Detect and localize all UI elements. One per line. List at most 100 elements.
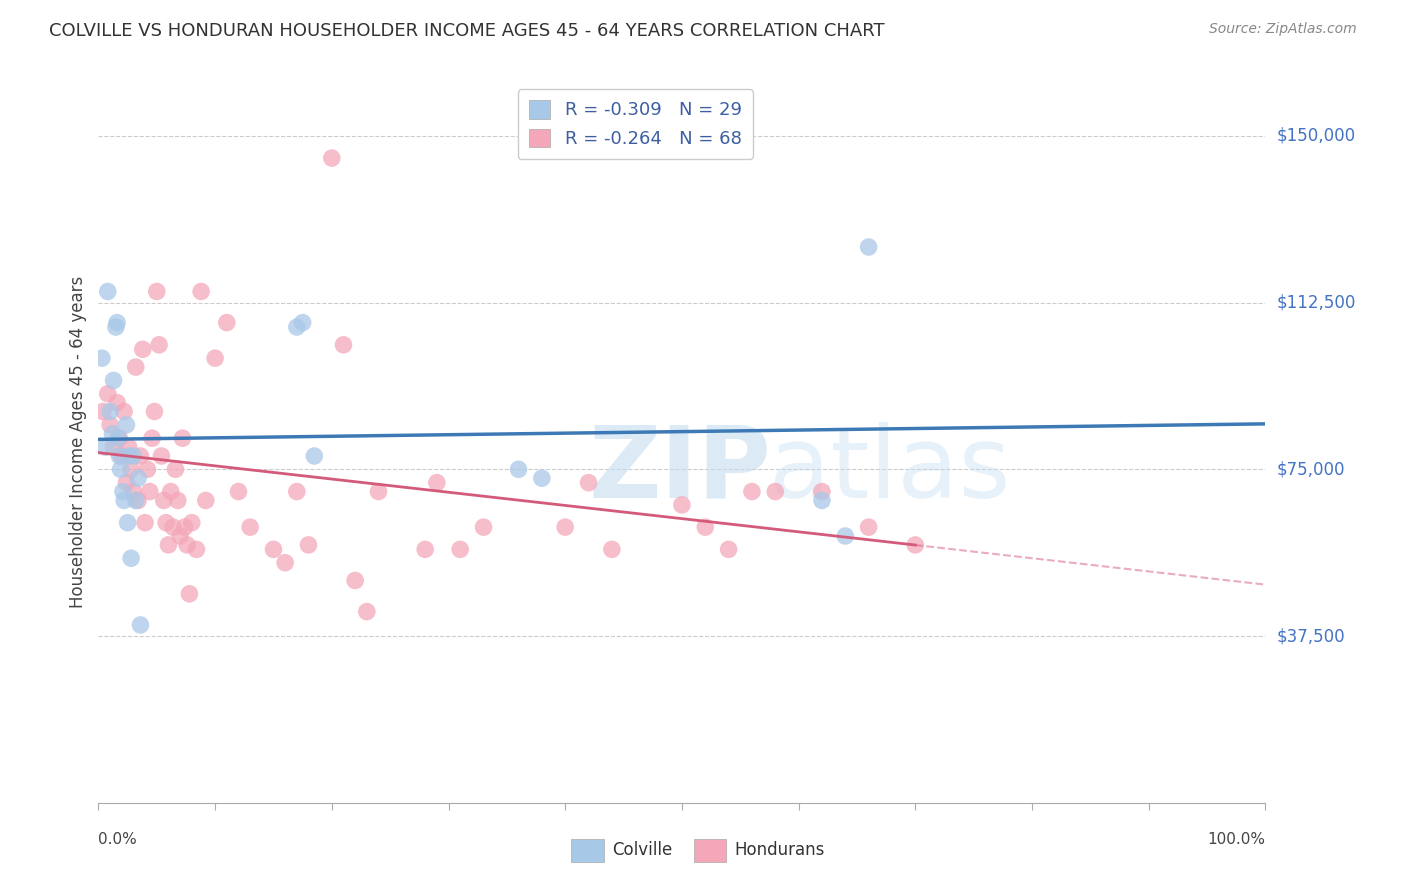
Point — [155, 516, 177, 530]
Point — [262, 542, 284, 557]
Point — [108, 449, 131, 463]
Point — [111, 484, 134, 499]
Point — [741, 484, 763, 499]
Point — [103, 373, 125, 387]
Legend: R = -0.309   N = 29, R = -0.264   N = 68: R = -0.309 N = 29, R = -0.264 N = 68 — [517, 89, 752, 159]
Point — [157, 538, 180, 552]
Text: Colville: Colville — [612, 841, 672, 860]
Text: Hondurans: Hondurans — [734, 841, 825, 860]
Text: Source: ZipAtlas.com: Source: ZipAtlas.com — [1209, 22, 1357, 37]
Point — [112, 404, 135, 418]
Point — [858, 520, 880, 534]
Point — [530, 471, 553, 485]
Point — [858, 240, 880, 254]
Point — [125, 360, 148, 375]
Text: $37,500: $37,500 — [1277, 627, 1346, 645]
Point — [110, 462, 132, 476]
Point — [578, 475, 600, 490]
Text: $75,000: $75,000 — [1277, 460, 1346, 478]
Point — [98, 404, 121, 418]
Text: ZIP: ZIP — [589, 422, 772, 519]
Point — [508, 462, 530, 476]
Point — [134, 516, 156, 530]
Point — [129, 618, 152, 632]
Point — [122, 449, 145, 463]
Text: 0.0%: 0.0% — [98, 831, 138, 847]
Point — [186, 542, 208, 557]
Point — [554, 520, 576, 534]
Point — [141, 431, 163, 445]
Text: $112,500: $112,500 — [1277, 293, 1355, 311]
Point — [159, 484, 181, 499]
Text: atlas: atlas — [769, 422, 1011, 519]
Point — [101, 426, 124, 441]
Point — [108, 431, 131, 445]
Point — [190, 285, 212, 299]
Point — [285, 484, 308, 499]
Point — [204, 351, 226, 366]
Point — [127, 471, 149, 485]
Point — [717, 542, 740, 557]
FancyBboxPatch shape — [693, 838, 727, 862]
Y-axis label: Householder Income Ages 45 - 64 years: Householder Income Ages 45 - 64 years — [69, 276, 87, 607]
Point — [166, 493, 188, 508]
Point — [173, 520, 195, 534]
Point — [169, 529, 191, 543]
Point — [90, 351, 112, 366]
Point — [103, 440, 125, 454]
Point — [148, 338, 170, 352]
Point — [139, 484, 162, 499]
Point — [152, 493, 174, 508]
Point — [426, 475, 449, 490]
Point — [118, 449, 141, 463]
Point — [94, 440, 117, 454]
Point — [811, 484, 834, 499]
Point — [120, 551, 142, 566]
Point — [449, 542, 471, 557]
Point — [125, 493, 148, 508]
Point — [321, 151, 343, 165]
Point — [600, 542, 623, 557]
Point — [811, 493, 834, 508]
Point — [98, 417, 121, 432]
Point — [115, 475, 138, 490]
Point — [904, 538, 927, 552]
Point — [671, 498, 693, 512]
Point — [695, 520, 717, 534]
Point — [129, 449, 152, 463]
Text: $150,000: $150,000 — [1277, 127, 1355, 145]
Point — [194, 493, 217, 508]
Point — [215, 316, 238, 330]
Point — [111, 449, 134, 463]
Point — [274, 556, 297, 570]
Point — [165, 462, 187, 476]
Point — [344, 574, 367, 588]
Point — [304, 449, 326, 463]
Point — [104, 320, 127, 334]
Point — [239, 520, 262, 534]
Point — [834, 529, 856, 543]
Point — [91, 404, 114, 418]
Point — [356, 605, 378, 619]
Point — [285, 320, 308, 334]
Point — [97, 285, 120, 299]
Point — [97, 386, 120, 401]
Point — [107, 431, 129, 445]
Point — [332, 338, 354, 352]
Point — [413, 542, 436, 557]
Point — [176, 538, 198, 552]
Point — [120, 462, 142, 476]
Point — [127, 493, 149, 508]
Point — [143, 404, 166, 418]
Point — [291, 316, 314, 330]
Point — [472, 520, 495, 534]
Point — [763, 484, 786, 499]
Point — [132, 343, 155, 357]
Point — [136, 462, 159, 476]
Point — [105, 316, 128, 330]
FancyBboxPatch shape — [571, 838, 603, 862]
Point — [115, 417, 138, 432]
Point — [180, 516, 202, 530]
Point — [118, 440, 141, 454]
Point — [162, 520, 184, 534]
